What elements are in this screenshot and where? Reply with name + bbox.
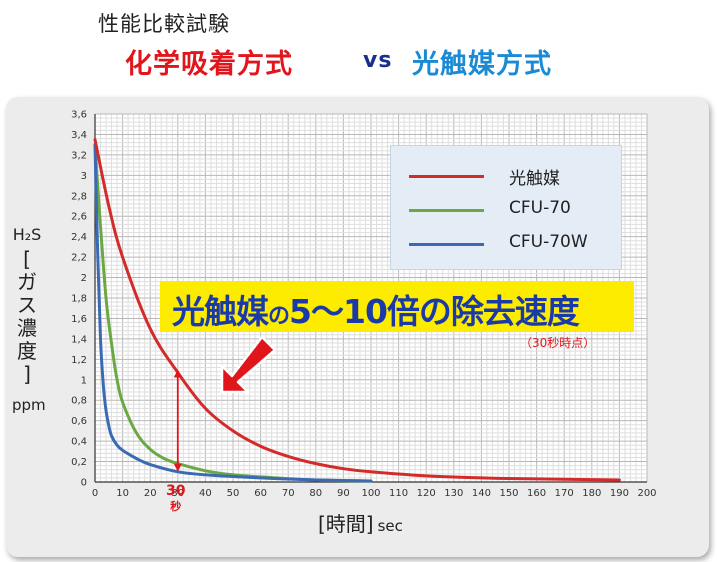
y-tick-label: 2,8 (71, 191, 87, 202)
comparison-arrow-head-bottom (173, 463, 182, 472)
x-tick-label: 130 (444, 488, 463, 499)
y-tick-label: 2 (81, 273, 87, 284)
x-tick-label: 80 (309, 488, 322, 499)
series-line-2 (93, 143, 373, 483)
heading-left-method: 化学吸着方式 (125, 49, 293, 80)
chart-lines (93, 138, 621, 483)
y-axis-label: H₂S [ガス濃度] ppm (12, 225, 46, 414)
legend-label: CFU-70W (509, 232, 588, 252)
x-tick-label: 180 (582, 488, 601, 499)
y-tick-label: 0,4 (71, 437, 87, 448)
x-30-value: 30 (166, 483, 186, 499)
y-tick-label: 0,8 (71, 396, 87, 407)
legend-item: CFU-70 (409, 198, 614, 222)
callout-part3: 5〜10倍の除去速度 (289, 292, 580, 331)
x-tick-label: 160 (527, 488, 546, 499)
x-axis-unit: sec (377, 517, 403, 535)
y-tick-label: 2,4 (71, 232, 87, 243)
chart-ticks: 0 10 20 30 40 50 60 70 80 90 100 110 120 130 140 150 160… (71, 110, 656, 500)
y-tick-label: 0,2 (71, 457, 87, 468)
x-30-unit: 秒 (170, 500, 182, 513)
x-tick-label: 50 (227, 488, 240, 499)
legend-swatch (409, 209, 484, 212)
heading-subtitle: 性能比較試験 (98, 12, 230, 36)
y-tick-label: 1,8 (71, 294, 87, 305)
x-tick-label: 150 (499, 488, 518, 499)
chart-annotation (173, 335, 277, 472)
x-tick-label: 100 (361, 488, 380, 499)
y-axis-title-char: 度 (17, 339, 37, 363)
legend-item: 光触媒 (409, 164, 614, 189)
y-axis-title: [ガス濃度] (12, 248, 42, 386)
heading-vs: vs (363, 48, 393, 73)
y-tick-label: 1 (81, 375, 87, 386)
callout-part1: 光触媒 (172, 292, 269, 331)
y-tick-label: 1,6 (71, 314, 87, 325)
legend-label: CFU-70 (509, 198, 571, 218)
x-tick-label: 90 (337, 488, 350, 499)
pointer-arrow (220, 335, 277, 394)
legend-swatch (409, 243, 484, 246)
callout-part2: の (268, 304, 290, 329)
y-axis-title-char: [ (23, 247, 31, 271)
y-axis-title-char: 濃 (17, 316, 37, 340)
y-axis-unit: ppm (12, 396, 46, 414)
x-tick-label: 0 (92, 488, 98, 499)
y-axis-title-char: ガ (17, 270, 37, 294)
y-tick-label: 1,4 (71, 334, 87, 345)
x-tick-label: 60 (254, 488, 267, 499)
y-tick-label: 3 (81, 171, 87, 182)
x-axis-title: [時間] (318, 512, 374, 536)
y-axis-title-char: ] (23, 362, 31, 386)
x-30-marker: 30 秒 (166, 484, 185, 514)
x-tick-label: 140 (472, 488, 491, 499)
x-axis-label: [時間] sec (318, 508, 403, 537)
y-tick-label: 2,2 (71, 253, 87, 264)
comparison-arrow-head-top (173, 369, 182, 378)
callout-note: （30秒時点） (520, 336, 596, 350)
x-tick-label: 190 (610, 488, 629, 499)
legend-label: 光触媒 (509, 169, 560, 189)
y-tick-label: 1,2 (71, 355, 87, 366)
x-tick-label: 20 (144, 488, 157, 499)
legend-item: CFU-70W (409, 232, 614, 256)
x-tick-label: 120 (417, 488, 436, 499)
y-tick-label: 0 (81, 478, 87, 489)
x-tick-label: 70 (282, 488, 295, 499)
y-tick-label: 3,2 (71, 150, 87, 161)
x-tick-label: 170 (555, 488, 574, 499)
series-line-0 (93, 138, 621, 482)
heading-right-method: 光触媒方式 (412, 49, 552, 80)
x-tick-label: 30 (171, 488, 184, 499)
x-tick-label: 110 (389, 488, 408, 499)
y-tick-label: 3,4 (71, 130, 87, 141)
callout-text: 光触媒の5〜10倍の除去速度 (172, 285, 580, 333)
y-axis-formula: H₂S (12, 225, 42, 244)
y-axis-title-char: ス (17, 293, 37, 317)
x-tick-label: 200 (637, 488, 656, 499)
x-tick-label: 10 (116, 488, 129, 499)
x-tick-label: 40 (199, 488, 212, 499)
callout-banner: 光触媒の5〜10倍の除去速度 (160, 281, 634, 332)
legend-swatch (409, 175, 484, 178)
chart-legend: 光触媒 CFU-70 CFU-70W (390, 145, 622, 270)
y-tick-label: 3,6 (71, 110, 87, 121)
y-tick-label: 2,6 (71, 212, 87, 223)
y-tick-label: 0,6 (71, 416, 87, 427)
